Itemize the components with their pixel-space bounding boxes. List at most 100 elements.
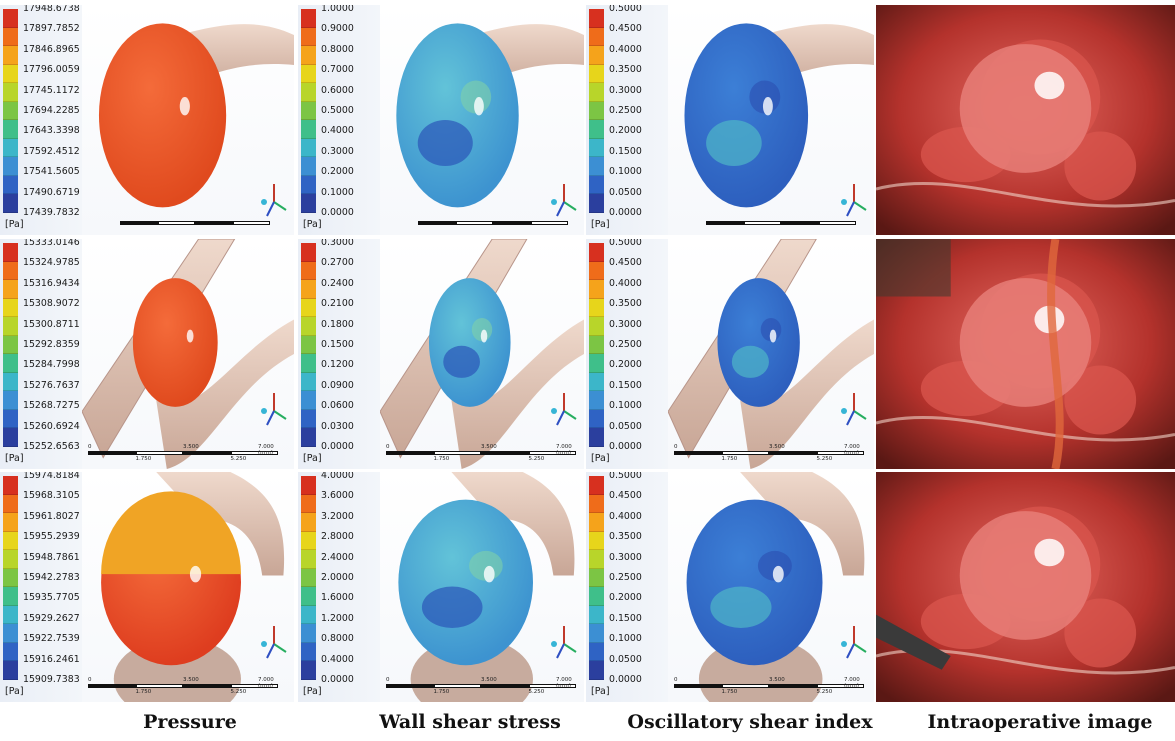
colorbar-tick-label: 17439.7832: [23, 207, 80, 218]
ruler-label: 1.750: [135, 689, 152, 695]
ruler-label: 5.250: [528, 456, 545, 462]
colorbar-tick-label: 0.3000: [321, 145, 354, 157]
colorbar-tick-label: 0.5000: [609, 472, 642, 481]
ruler-label: 0: [88, 444, 92, 450]
colorbar-segment: [3, 605, 18, 625]
colorbar-segment: [589, 372, 604, 392]
ruler-segment: [769, 684, 817, 688]
colorbar-segment: [301, 194, 316, 213]
colorbar-segment: [589, 550, 604, 569]
aneurysm-model-render: [398, 472, 575, 702]
ruler-segment: [433, 451, 481, 455]
colorbar-tick-label: 1.0000: [321, 5, 354, 14]
ruler-segment: [135, 684, 183, 688]
ruler-segment: [183, 684, 231, 688]
colorbar-tick-label: 15260.6924: [23, 420, 80, 432]
colorbar: [3, 243, 18, 447]
colorbar: [589, 9, 604, 213]
photo-panel: [876, 5, 1175, 235]
colorbar-tick-label: 0.1000: [321, 186, 354, 198]
axis-triad-icon: [261, 393, 287, 426]
ruler-segment: [183, 451, 231, 455]
colorbar-segment: [589, 428, 604, 447]
colorbar-legend: 0.5000 0.4500 0.4000 0.3500 0.3000 0.2500 0.20…: [586, 5, 668, 235]
colorbar-tick-label: 0.1000: [609, 166, 642, 178]
unit-label: [Pa]: [303, 686, 322, 697]
ruler-segment: [721, 451, 769, 455]
colorbar-segment: [301, 27, 316, 47]
ruler-label: 5.250: [816, 689, 833, 695]
colorbar-segment: [589, 280, 604, 299]
colorbar-tick-label: 17846.8965: [23, 43, 80, 55]
colorbar: [301, 9, 316, 213]
colorbar-segment: [3, 175, 18, 195]
colorbar-tick-label: 2.8000: [321, 531, 354, 543]
ruler-label: 0: [386, 677, 390, 683]
ruler-label: 7.000 (mm): [258, 444, 274, 456]
aneurysm-dome: [398, 499, 533, 666]
aneurysm-model-render: [668, 239, 874, 469]
colorbar-tick-label: 0.4000: [609, 510, 642, 522]
colorbar-tick-label: 15961.8027: [23, 510, 80, 522]
colorbar-tick-label: 15955.2939: [23, 531, 80, 543]
colorbar-tick-label: 0.3500: [609, 64, 642, 76]
unit-label: [Pa]: [591, 219, 610, 230]
ruler-label: 5.250: [528, 689, 545, 695]
colorbar-tick-label: 15268.7275: [23, 400, 80, 412]
scale-ruler: 0 3.500 7.000 (mm) 1.750 5.250: [88, 677, 278, 696]
colorbar-segment: [3, 354, 18, 373]
colorbar-tick-label: 0.0300: [321, 420, 354, 432]
aneurysm-model-render: [101, 472, 285, 702]
colorbar-segment: [589, 317, 604, 336]
axis-triad-icon: [261, 184, 287, 217]
aneurysm-dome: [396, 23, 519, 208]
colorbar-segment: [589, 194, 604, 213]
colorbar-tick-label: 0.5000: [609, 239, 642, 248]
colorbar-tick-label: 2.4000: [321, 551, 354, 563]
colorbar-segment: [301, 428, 316, 447]
colorbar-segment: [589, 27, 604, 47]
colorbar-segment: [589, 391, 604, 410]
colorbar-tick-label: 0.3000: [609, 551, 642, 563]
colorbar-segment: [589, 531, 604, 551]
colorbar-tick-label: 15929.2627: [23, 612, 80, 624]
colorbar-segment: [301, 298, 316, 318]
aneurysm-dome: [684, 23, 809, 208]
colorbar-tick-label: 0.4000: [609, 277, 642, 289]
colorbar: [3, 476, 18, 680]
colorbar-segment: [589, 138, 604, 158]
colorbar-segment: [301, 550, 316, 569]
colorbar-tick-label: 0.1500: [321, 339, 354, 350]
colorbar-segment: [301, 587, 316, 606]
colorbar-tick-label: 17948.6738: [23, 5, 80, 14]
scale-ruler: 0 3.500 7.000 (mm) 1.750 5.250: [88, 444, 278, 463]
ruler-segment: [157, 221, 195, 225]
scale-ruler: [120, 217, 270, 233]
colorbar-segment: [3, 280, 18, 299]
ruler-label: 5.250: [230, 689, 247, 695]
ruler-segment: [232, 221, 270, 225]
colorbar-segment: [301, 243, 316, 262]
colorbar-segment: [301, 64, 316, 84]
axis-triad-icon: [551, 393, 577, 426]
unit-label: [Pa]: [5, 219, 24, 230]
scale-ruler: 0 3.500 7.000 (mm) 1.750 5.250: [386, 444, 576, 463]
colorbar-segment: [589, 83, 604, 102]
ruler-label: 7.000 (mm): [844, 677, 860, 689]
ruler-segment: [88, 451, 136, 455]
colorbar: [3, 9, 18, 213]
colorbar-tick-label: 0.2000: [321, 166, 354, 178]
colorbar-tick-label: 0.1800: [321, 318, 354, 330]
colorbar-segment: [3, 120, 18, 139]
colorbar-segment: [3, 317, 18, 336]
colorbar-legend: 0.5000 0.4500 0.4000 0.3500 0.3000 0.2500 0.20…: [586, 472, 668, 702]
colorbar-tick-label: 0.8000: [321, 633, 354, 645]
colorbar-segment: [3, 64, 18, 84]
colorbar-tick-label: 0.1500: [609, 145, 642, 157]
colorbar-tick-label: 0.4000: [609, 43, 642, 55]
aneurysm-dome: [686, 499, 823, 666]
colorbar-tick-label: 0.1500: [609, 612, 642, 624]
colorbar-tick-label: 15276.7637: [23, 379, 80, 391]
colorbar-segment: [301, 261, 316, 281]
axis-triad-icon: [551, 184, 577, 217]
